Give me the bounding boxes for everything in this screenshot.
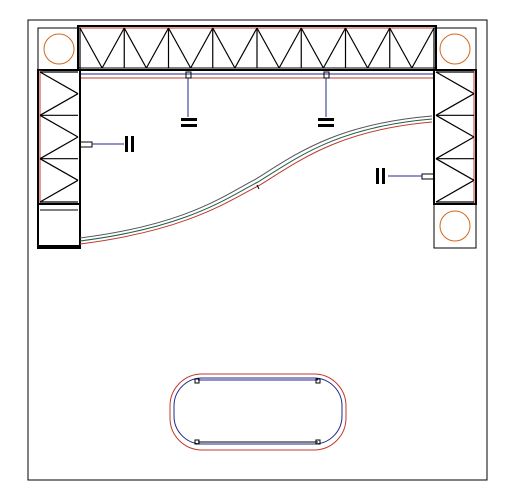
curved-track	[79, 115, 433, 245]
light-fixture-3	[79, 136, 134, 152]
left-truss	[37, 69, 81, 249]
light-fixture-4	[376, 168, 435, 184]
corner-base-top-right	[433, 27, 477, 71]
corner-base-top-left	[37, 27, 81, 71]
light-fixture-2	[318, 71, 334, 127]
corner-base-bottom-right	[433, 203, 477, 249]
top-rail	[79, 70, 435, 79]
light-fixture-1	[181, 71, 197, 127]
right-truss	[433, 69, 477, 205]
counter-pedestal	[169, 373, 347, 451]
top-truss	[77, 25, 437, 71]
outer-frame	[27, 19, 488, 481]
